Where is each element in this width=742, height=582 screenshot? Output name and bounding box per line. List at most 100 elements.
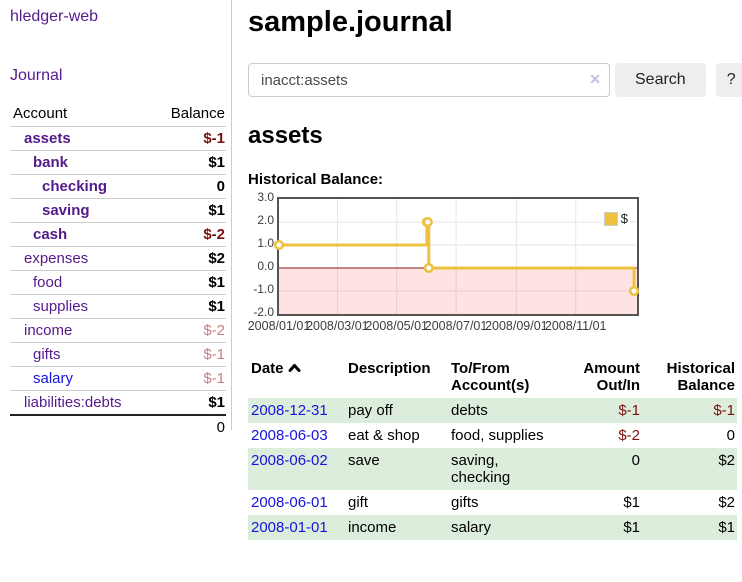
account-row: bank $1	[10, 150, 226, 175]
date-link-cell: 2008-06-01	[248, 490, 345, 515]
date-link[interactable]: 2008-06-01	[251, 494, 328, 511]
account-row: liabilities:debts $1	[10, 390, 226, 416]
account-link[interactable]: income	[24, 322, 73, 339]
x-axis-label: 2008/09/01	[485, 319, 548, 333]
column-header[interactable]: Date	[248, 358, 345, 398]
page-title: sample.journal	[248, 6, 453, 38]
balance-cell-cell: $2	[718, 494, 735, 511]
accounts-cell-cell: debts	[451, 402, 488, 419]
table-row: 2008-06-03 eat & shop food, supplies $-2 0	[248, 423, 737, 448]
amount-cell-cell: 0	[631, 452, 640, 469]
register-table: Date Description To/From Account(s) Amount …	[248, 358, 737, 540]
sort-asc-icon	[288, 364, 301, 372]
app-title-link[interactable]: hledger-web	[10, 8, 99, 25]
search-input[interactable]	[248, 63, 610, 97]
account-column-header: Account	[10, 102, 152, 127]
accounts-total-row: 0	[10, 414, 226, 439]
account-link[interactable]: liabilities:debts	[24, 394, 122, 411]
search-button[interactable]: Search	[615, 63, 706, 97]
legend-swatch	[603, 211, 618, 226]
amount-cell-cell: $1	[623, 519, 640, 536]
account-row: salary $-1	[10, 366, 226, 391]
description-cell-cell: save	[348, 452, 380, 469]
description-cell-cell: income	[348, 519, 397, 536]
balance-chart: $ 3.0 2.0 1.0 0.0 -1.0 -2.0 2008/01/01 2008/03/…	[248, 190, 728, 337]
account-heading: assets	[248, 122, 323, 149]
date-link-cell: 2008-01-01	[248, 515, 345, 540]
account-link[interactable]: saving	[42, 202, 90, 219]
data-point	[629, 285, 640, 297]
account-row: assets $-1	[10, 126, 226, 151]
column-header: Historical Balance	[666, 360, 735, 394]
negative-region	[279, 268, 637, 314]
table-row: 2008-06-02 save saving, checking 0 $2	[248, 448, 737, 490]
account-balance: $-2	[151, 318, 226, 343]
table-row: 2008-01-01 income salary $1 $1	[248, 515, 737, 540]
data-point	[273, 239, 285, 251]
account-link[interactable]: cash	[33, 226, 68, 243]
description-cell-cell: eat & shop	[348, 427, 420, 444]
account-balance: $1	[151, 198, 226, 223]
accounts-cell-cell: salary	[451, 519, 492, 536]
date-link-cell: 2008-06-02	[248, 448, 345, 490]
balance-cell-cell: $1	[718, 519, 735, 536]
accounts-cell-cell: gifts	[451, 494, 479, 511]
account-link[interactable]: supplies	[33, 298, 89, 315]
account-link[interactable]: assets	[24, 130, 71, 147]
register-header-row: Date Description To/From Account(s) Amount …	[248, 358, 737, 398]
main-content: sample.journal ✕ Search ? assets Histori…	[232, 0, 742, 540]
balance-column-header: Balance	[151, 102, 226, 127]
balance-cell-cell: 0	[726, 427, 735, 444]
date-link[interactable]: 2008-12-31	[251, 402, 328, 419]
account-row: gifts $-1	[10, 342, 226, 367]
account-balance: $-1	[151, 126, 226, 151]
accounts-cell-cell: saving, checking	[451, 452, 511, 486]
account-link[interactable]: salary	[33, 370, 74, 387]
app-window: hledger-web Journal Account Balance asse…	[0, 0, 742, 540]
account-link[interactable]: gifts	[33, 346, 61, 363]
search-form: ✕ Search ?	[248, 63, 742, 97]
description-cell-cell: pay off	[348, 402, 393, 419]
accounts-table-body: assets $-1 bank $1 checking 0 saving $1 cash $-2 e…	[10, 126, 226, 439]
help-button[interactable]: ?	[715, 63, 742, 97]
account-balance: $-2	[151, 222, 226, 247]
account-link[interactable]: food	[33, 274, 63, 291]
y-axis-label: 2.0	[257, 213, 274, 227]
chart-legend: $	[601, 210, 630, 227]
date-link[interactable]: 2008-06-02	[251, 452, 328, 469]
table-row: 2008-06-01 gift gifts $1 $2	[248, 490, 737, 515]
account-row: checking 0	[10, 174, 226, 199]
account-link[interactable]: bank	[33, 154, 69, 171]
account-link[interactable]: checking	[42, 178, 108, 195]
account-balance: $1	[151, 270, 226, 295]
date-link-cell: 2008-12-31	[248, 398, 345, 423]
account-row: saving $1	[10, 198, 226, 223]
y-axis-label: 3.0	[257, 190, 274, 204]
sidebar: hledger-web Journal Account Balance asse…	[0, 0, 232, 540]
column-header: To/From Account(s)	[451, 360, 530, 394]
register-table-body: 2008-12-31 pay off debts $-1 $-1 2008-06-03 ea…	[248, 398, 737, 540]
accounts-table-header-row: Account Balance	[10, 102, 226, 127]
account-row: cash $-2	[10, 222, 226, 247]
date-link[interactable]: 2008-01-01	[251, 519, 328, 536]
account-row: income $-2	[10, 318, 226, 343]
amount-cell-cell: $-2	[618, 427, 640, 444]
amount-cell-cell: $1	[623, 494, 640, 511]
x-axis-label: 2008/03/01	[306, 319, 369, 333]
amount-cell-cell: $-1	[618, 402, 640, 419]
account-balance: $-1	[151, 366, 226, 391]
x-axis-label: 2008/07/01	[424, 319, 488, 333]
sidebar-item-journal[interactable]: Journal	[10, 67, 63, 84]
account-balance: $1	[151, 294, 226, 319]
account-balance: $1	[151, 390, 226, 416]
chart-plot-area: $	[273, 197, 640, 316]
clear-search-icon[interactable]: ✕	[589, 71, 601, 87]
y-axis-label: 0.0	[257, 259, 274, 273]
chart-title: Historical Balance:	[248, 171, 384, 188]
y-axis-label: -1.0	[253, 282, 274, 296]
date-link[interactable]: 2008-06-03	[251, 427, 328, 444]
accounts-cell-cell: food, supplies	[451, 427, 544, 444]
account-link[interactable]: expenses	[24, 250, 89, 267]
chart-canvas	[273, 199, 640, 314]
account-row: food $1	[10, 270, 226, 295]
